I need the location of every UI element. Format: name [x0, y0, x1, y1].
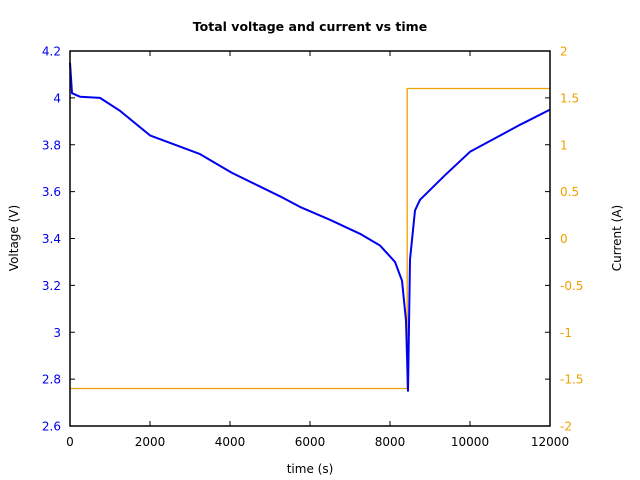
y2-tick-label: 1: [560, 138, 568, 152]
chart-title: Total voltage and current vs time: [193, 19, 427, 34]
x-axis-label: time (s): [287, 462, 334, 476]
y-axis-ticks: 2.6 2.8 3 3.2 3.4 3.6 3.8 4 4.2: [42, 45, 75, 434]
y-axis-label: Voltage (V): [7, 205, 21, 271]
voltage-series: [69, 62, 551, 392]
y-tick-label: 3.2: [42, 279, 61, 293]
x-tick-label: 2000: [135, 435, 166, 449]
y2-axis-ticks: -2 -1.5 -1 -0.5 0 0.5 1 1.5 2: [545, 45, 583, 434]
y2-tick-label: -1.5: [560, 373, 583, 387]
y-tick-label: 2.8: [42, 373, 61, 387]
x-tick-label: 4000: [215, 435, 246, 449]
y2-tick-label: 0: [560, 232, 568, 246]
y-tick-label: 4: [53, 91, 61, 105]
x-axis-ticks: 0 2000 4000 6000 8000 10000 12000: [66, 51, 569, 449]
y-tick-label: 3.6: [42, 185, 61, 199]
y2-tick-label: -1: [560, 326, 572, 340]
x-tick-label: 6000: [295, 435, 326, 449]
y2-tick-label: 2: [560, 45, 568, 59]
plot-frame: [69, 50, 551, 427]
y-tick-label: 3.8: [42, 138, 61, 152]
x-tick-label: 0: [66, 435, 74, 449]
voltage-line: [69, 62, 551, 392]
x-tick-label: 8000: [375, 435, 406, 449]
y-tick-label: 3.4: [42, 232, 61, 246]
x-tick-label: 10000: [451, 435, 489, 449]
y2-tick-label: -0.5: [560, 279, 583, 293]
y2-tick-label: 0.5: [560, 185, 579, 199]
current-series: [70, 87, 550, 390]
y-tick-label: 4.2: [42, 45, 61, 59]
y-tick-label: 3: [53, 326, 61, 340]
y-tick-label: 2.6: [42, 420, 61, 434]
y2-axis-label: Current (A): [610, 205, 624, 271]
y2-tick-label: -2: [560, 420, 572, 434]
current-line: [70, 87, 550, 390]
y2-tick-label: 1.5: [560, 91, 579, 105]
x-tick-label: 12000: [531, 435, 569, 449]
